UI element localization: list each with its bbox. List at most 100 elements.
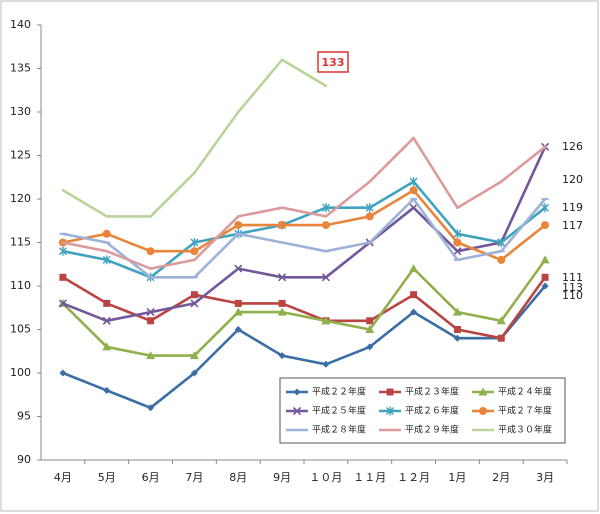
marker — [234, 299, 242, 307]
legend-label: 平成２６年度 — [405, 405, 459, 417]
point — [236, 215, 240, 218]
marker — [410, 291, 418, 299]
marker — [541, 273, 549, 281]
x-tick-label: 1月 — [448, 471, 466, 484]
marker — [497, 255, 506, 264]
marker — [233, 307, 243, 316]
series-line — [62, 180, 546, 279]
marker — [540, 255, 550, 264]
marker — [541, 282, 549, 290]
end-label: 111 — [562, 271, 583, 284]
point — [193, 171, 196, 175]
point — [543, 145, 547, 149]
point — [280, 58, 284, 62]
x-tick-label: １１月 — [353, 471, 386, 484]
y-tick-label: 120 — [10, 192, 31, 205]
point — [105, 249, 109, 253]
marker — [497, 238, 506, 247]
x-tick-label: １０月 — [309, 471, 342, 484]
marker — [366, 317, 374, 325]
x-tick-label: 6月 — [142, 471, 160, 484]
x-tick-label: 3月 — [536, 471, 554, 484]
marker — [146, 247, 155, 256]
marker — [292, 406, 302, 416]
end-label: 126 — [562, 140, 583, 153]
point — [193, 258, 196, 262]
y-tick-label: 90 — [17, 453, 31, 466]
y-tick-label: 125 — [10, 149, 31, 162]
legend-label: 平成３０年度 — [498, 424, 552, 436]
marker — [321, 273, 330, 282]
marker — [59, 273, 67, 281]
marker — [541, 203, 550, 213]
marker — [103, 299, 111, 307]
legend-label: 平成２２年度 — [312, 386, 366, 398]
marker — [409, 264, 419, 273]
marker — [102, 316, 111, 325]
marker — [321, 221, 330, 230]
series-line — [62, 259, 547, 357]
point — [368, 180, 372, 183]
legend-label: 平成２４年度 — [498, 386, 552, 398]
marker — [410, 308, 418, 316]
marker — [190, 238, 199, 247]
marker — [386, 388, 394, 396]
legend-label: 平成２７年度 — [498, 405, 552, 417]
series-line — [62, 146, 547, 323]
marker — [365, 212, 374, 221]
marker — [365, 203, 374, 213]
legend-label: 平成２９年度 — [405, 424, 459, 436]
marker — [278, 352, 286, 360]
marker — [453, 247, 462, 256]
marker — [409, 177, 418, 187]
end-label: 117 — [562, 219, 583, 232]
point — [280, 206, 284, 209]
x-tick-label: 8月 — [229, 471, 247, 484]
y-tick-label: 135 — [10, 62, 31, 75]
marker — [278, 273, 287, 282]
marker — [277, 307, 287, 316]
marker — [146, 308, 155, 317]
marker — [452, 307, 462, 316]
marker — [496, 316, 506, 325]
point — [105, 215, 109, 218]
marker — [102, 342, 112, 351]
marker — [146, 351, 156, 360]
marker — [189, 351, 199, 360]
marker — [234, 264, 243, 273]
marker — [190, 369, 198, 377]
highlight-label: 133 — [322, 56, 345, 69]
point — [456, 206, 459, 209]
marker — [479, 407, 487, 415]
marker — [321, 316, 331, 325]
marker — [321, 203, 330, 213]
marker — [453, 334, 461, 342]
point — [61, 189, 65, 192]
marker — [453, 238, 462, 247]
x-tick-label: 4月 — [54, 471, 72, 484]
marker — [102, 255, 111, 265]
x-tick-label: １２月 — [397, 471, 430, 484]
marker — [190, 299, 199, 308]
marker — [190, 291, 198, 299]
series-line — [62, 189, 546, 262]
y-tick-label: 100 — [10, 366, 31, 379]
highlight-box — [317, 51, 349, 73]
marker — [293, 388, 301, 396]
point — [61, 241, 65, 244]
marker — [365, 325, 375, 333]
end-label: 120 — [562, 173, 583, 186]
marker — [102, 229, 111, 238]
marker — [386, 406, 394, 416]
marker — [234, 326, 242, 333]
y-tick-label: 140 — [10, 18, 31, 31]
marker — [366, 343, 374, 351]
marker — [478, 387, 488, 396]
point — [149, 267, 152, 270]
y-tick-label: 130 — [10, 105, 31, 118]
marker — [322, 360, 330, 368]
x-tick-label: 9月 — [273, 471, 291, 484]
marker — [453, 229, 462, 239]
marker — [58, 299, 67, 308]
